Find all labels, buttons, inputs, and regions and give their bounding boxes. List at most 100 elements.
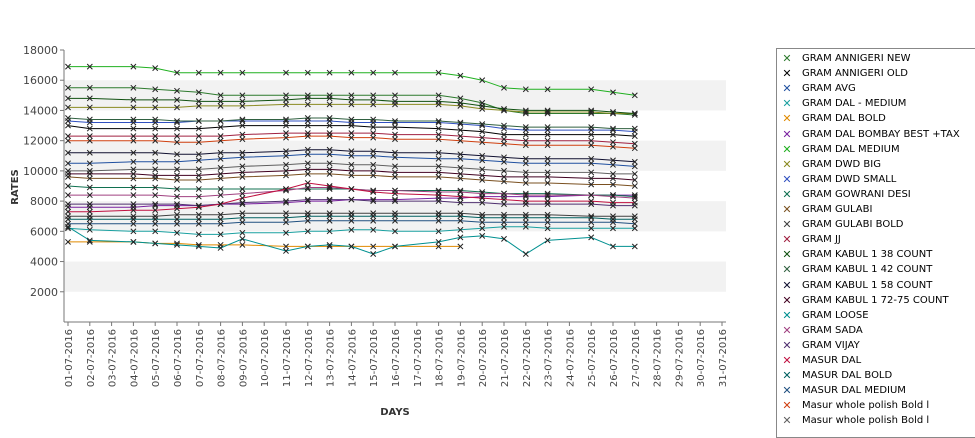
data-point xyxy=(631,216,638,223)
data-point xyxy=(457,164,464,171)
data-point xyxy=(348,116,355,123)
legend-marker-icon: ✕ xyxy=(782,248,792,262)
data-point xyxy=(370,198,377,205)
data-point xyxy=(392,92,398,99)
data-point xyxy=(392,98,398,105)
data-point xyxy=(457,137,464,144)
data-point xyxy=(479,232,486,239)
data-point xyxy=(479,177,486,183)
data-point xyxy=(522,124,529,131)
data-point xyxy=(152,201,159,208)
legend-label: GRAM VIJAY xyxy=(802,339,860,351)
data-point xyxy=(195,98,202,105)
data-point xyxy=(610,193,616,200)
data-point xyxy=(65,238,71,245)
x-tick-label: 19-07-2016 xyxy=(456,329,467,387)
series-line xyxy=(65,115,638,132)
data-point xyxy=(174,96,180,103)
data-point xyxy=(174,216,180,223)
legend-marker-icon: ✕ xyxy=(782,97,792,111)
data-point xyxy=(501,131,507,138)
data-point xyxy=(174,151,180,158)
data-point xyxy=(435,98,442,105)
data-point xyxy=(631,199,638,206)
data-point xyxy=(239,173,246,180)
data-point xyxy=(86,216,93,223)
series-line xyxy=(65,160,638,177)
legend-marker-icon: ✕ xyxy=(782,82,792,96)
data-point xyxy=(370,172,377,179)
data-point xyxy=(195,166,202,173)
legend-item: ✕ MASUR DAL xyxy=(777,354,975,368)
data-point xyxy=(631,163,638,170)
data-point xyxy=(631,195,638,202)
data-point xyxy=(65,220,71,227)
data-point xyxy=(479,152,486,159)
chart: 2000 4000 6000 8000 10000 12000 14000 16000 1800… xyxy=(10,44,975,438)
data-point xyxy=(239,154,246,161)
data-point xyxy=(501,178,507,185)
data-point xyxy=(457,95,464,102)
data-point xyxy=(631,220,638,227)
data-point xyxy=(544,131,551,138)
data-point xyxy=(631,125,638,132)
series-line xyxy=(65,166,638,183)
data-point xyxy=(392,131,398,138)
data-point xyxy=(479,157,486,164)
data-point xyxy=(239,69,246,76)
data-point xyxy=(283,161,289,168)
legend-marker-icon: ✕ xyxy=(782,278,792,292)
data-point xyxy=(522,214,529,221)
data-point xyxy=(392,149,398,156)
series-line xyxy=(65,130,638,147)
data-point xyxy=(348,96,355,103)
data-point xyxy=(435,238,442,245)
legend-marker-icon: ✕ xyxy=(782,369,792,383)
data-point xyxy=(457,226,464,233)
data-point xyxy=(65,208,71,215)
data-point xyxy=(195,89,202,96)
data-point xyxy=(501,214,507,221)
data-point xyxy=(195,243,202,250)
data-point xyxy=(544,173,551,180)
data-point xyxy=(304,243,311,250)
data-point xyxy=(501,154,507,161)
data-point xyxy=(610,219,616,226)
data-point xyxy=(326,151,333,158)
data-point xyxy=(522,142,529,149)
data-point xyxy=(217,175,224,182)
x-tick-label: 04-07-2016 xyxy=(129,329,140,387)
data-point xyxy=(130,220,137,227)
data-point xyxy=(130,175,137,182)
legend-item: ✕ GRAM KABUL 1 42 COUNT xyxy=(777,263,975,277)
data-point xyxy=(326,217,333,224)
data-point xyxy=(86,160,93,167)
data-point xyxy=(610,89,616,96)
data-point xyxy=(65,149,71,156)
series-line xyxy=(65,213,638,223)
data-point xyxy=(239,235,246,242)
data-point xyxy=(435,198,442,205)
data-point xyxy=(544,169,551,176)
data-point xyxy=(283,116,289,123)
data-point xyxy=(130,207,137,214)
data-point xyxy=(348,134,355,141)
data-point xyxy=(370,226,377,233)
data-point xyxy=(86,137,93,144)
y-axis-label: RATES xyxy=(10,169,21,205)
legend-item: ✕ GRAM ANNIGERI NEW xyxy=(777,52,975,66)
legend-marker-icon: ✕ xyxy=(782,157,792,171)
data-point xyxy=(588,181,595,188)
data-point xyxy=(152,220,159,227)
data-point xyxy=(130,133,137,140)
data-point xyxy=(457,119,464,126)
data-point xyxy=(152,166,159,173)
data-point xyxy=(174,172,180,179)
data-point xyxy=(544,142,551,149)
data-point xyxy=(544,180,551,186)
data-point xyxy=(217,92,224,99)
data-point xyxy=(239,195,246,202)
legend-item: ✕ GRAM DAL BOMBAY BEST +TAX xyxy=(777,128,975,142)
data-point xyxy=(130,63,137,70)
data-point xyxy=(152,228,159,235)
